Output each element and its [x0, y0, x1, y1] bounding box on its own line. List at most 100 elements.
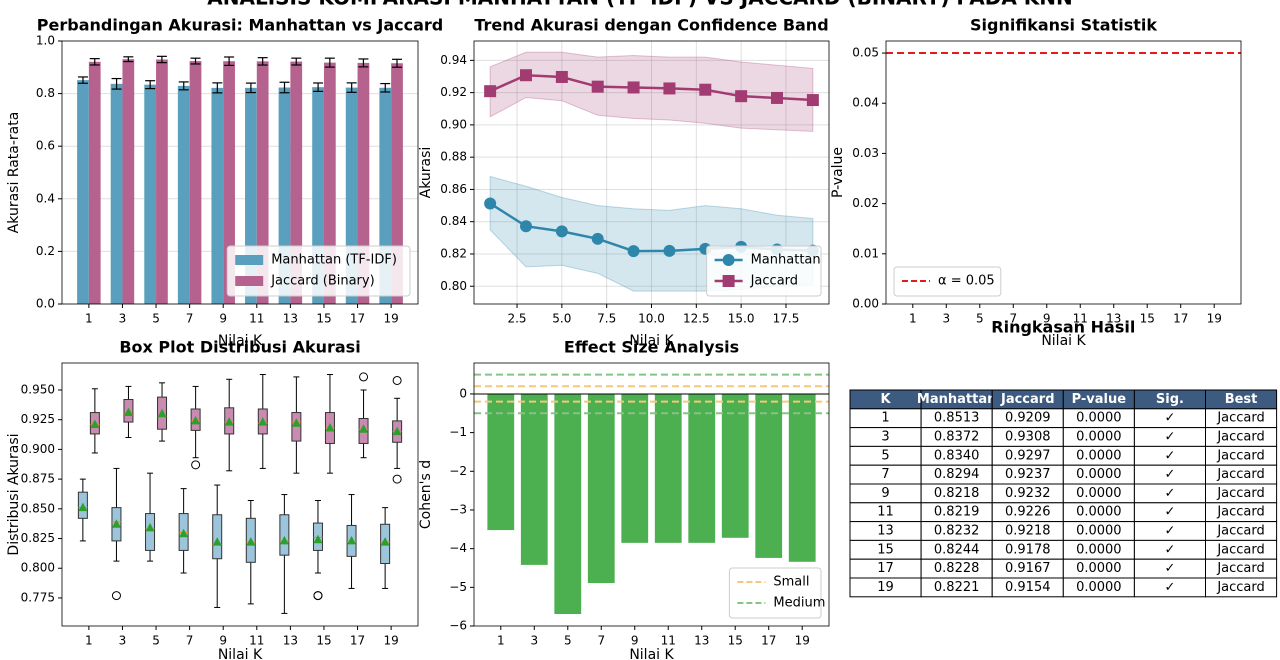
- box: [291, 412, 302, 442]
- table-cell-text: 5: [881, 448, 889, 463]
- plot-frame: [61, 40, 419, 305]
- x-tick-label: 7: [186, 634, 194, 648]
- table-cell-text: 0.0000: [1076, 448, 1122, 463]
- table-cell-text: Jaccard: [1216, 561, 1264, 576]
- table-cell-text: ✓: [1164, 486, 1175, 501]
- x-tick-label: 15.0: [728, 312, 755, 326]
- mean-marker: [325, 423, 335, 432]
- box: [145, 513, 156, 551]
- bar: [323, 62, 336, 305]
- x-tick-label: 1: [909, 312, 917, 326]
- x-tick-label: 7.5: [597, 312, 616, 326]
- table-header: Jaccard: [1000, 392, 1055, 407]
- bar: [391, 63, 403, 304]
- table-cell-text: 1: [881, 411, 889, 426]
- bar: [122, 59, 135, 304]
- y-tick-label: 0.02: [852, 196, 879, 210]
- bar: [721, 393, 749, 538]
- table-cell-text: 7: [881, 467, 889, 482]
- series-line: [489, 73, 813, 102]
- table-cell-text: 0.8221: [934, 580, 980, 595]
- x-tick-label: 1: [497, 634, 505, 648]
- bar: [177, 85, 190, 304]
- bar: [621, 393, 649, 543]
- y-tick-label: 0.03: [852, 146, 879, 160]
- table-cell-text: 0.8228: [934, 561, 980, 576]
- outlier: [392, 474, 402, 484]
- table-cell-text: ✓: [1164, 561, 1175, 576]
- bar: [312, 87, 324, 304]
- table-cell-text: 0.9178: [1005, 542, 1051, 557]
- table-cell-text: 13: [877, 524, 894, 539]
- legend-box: [893, 266, 1002, 297]
- table-cell-text: 0.0000: [1076, 430, 1122, 445]
- outlier: [191, 460, 201, 470]
- mean-marker: [90, 419, 100, 428]
- table-cell-text: 0.8372: [934, 430, 980, 445]
- legend-swatch: [235, 276, 264, 286]
- y-tick-label: 0.80: [440, 279, 467, 293]
- bar: [688, 393, 716, 543]
- box: [279, 514, 290, 556]
- legend-label: Manhattan (TF-IDF): [271, 253, 397, 268]
- y-tick-label: 0.950: [21, 382, 55, 396]
- mean-marker: [347, 535, 357, 545]
- table-cell-text: Jaccard: [1216, 448, 1264, 463]
- x-tick-label: 19: [1207, 312, 1222, 326]
- x-tick-label: 17.5: [773, 312, 800, 326]
- y-tick-label: 0.775: [21, 590, 55, 604]
- table-cell-text: 0.9167: [1005, 561, 1051, 576]
- table-cell-text: 0.0000: [1076, 486, 1122, 501]
- bar: [520, 393, 548, 565]
- x-tick-label: 17: [350, 634, 365, 648]
- marker: [806, 94, 819, 107]
- x-tick-label: 3: [119, 312, 127, 326]
- table-cell-text: 0.8232: [934, 524, 980, 539]
- mean-marker: [313, 534, 323, 544]
- y-tick-label: 0.800: [21, 561, 55, 575]
- x-tick-label: 11: [661, 634, 676, 648]
- table-cell-text: ✓: [1164, 411, 1175, 426]
- bar: [345, 87, 358, 304]
- y-tick-label: 0.82: [440, 246, 467, 260]
- x-tick-label: 5: [152, 634, 160, 648]
- bar: [654, 393, 682, 543]
- mean-marker: [145, 522, 155, 532]
- x-tick-label: 13: [694, 634, 709, 648]
- table-cell-text: 0.9218: [1005, 524, 1051, 539]
- outlier: [111, 591, 121, 601]
- x-tick-label: 17: [761, 634, 776, 648]
- plot-area: [886, 41, 1241, 304]
- y-tick-label: −5: [449, 580, 467, 594]
- box: [212, 514, 223, 560]
- marker: [627, 245, 640, 258]
- x-tick-label: 5: [976, 312, 984, 326]
- x-tick-label: 19: [383, 634, 398, 648]
- x-tick-label: 19: [795, 634, 810, 648]
- mean-marker: [291, 418, 301, 427]
- marker: [735, 90, 748, 103]
- table-cell-text: ✓: [1164, 580, 1175, 595]
- plot-frame: [885, 40, 1242, 305]
- x-tick-label: 11: [1073, 312, 1088, 326]
- bar: [755, 393, 783, 558]
- x-tick-label: 13: [283, 634, 298, 648]
- x-tick-label: 1: [85, 312, 93, 326]
- x-tick-label: 15: [1140, 312, 1155, 326]
- plot-area: [62, 363, 418, 626]
- legend-box: [706, 245, 822, 297]
- chart-title: Box Plot Distribusi Akurasi: [119, 338, 360, 357]
- table-header: Sig.: [1156, 392, 1184, 407]
- x-tick-label: 3: [119, 634, 127, 648]
- marker: [663, 244, 676, 257]
- marker: [627, 81, 640, 94]
- table-cell-text: 0.8513: [934, 411, 980, 426]
- y-tick-label: 0.86: [440, 182, 467, 196]
- table-title: Ringkasan Hasil: [991, 318, 1135, 337]
- figure-title: ANALISIS KOMPARASI MANHATTAN (TF-IDF) VS…: [207, 0, 1073, 10]
- legend-label: α = 0.05: [938, 274, 995, 289]
- x-tick-label: 1: [85, 634, 93, 648]
- y-tick-label: 0.4: [36, 191, 55, 205]
- table-cell-text: ✓: [1164, 524, 1175, 539]
- bar: [88, 61, 101, 304]
